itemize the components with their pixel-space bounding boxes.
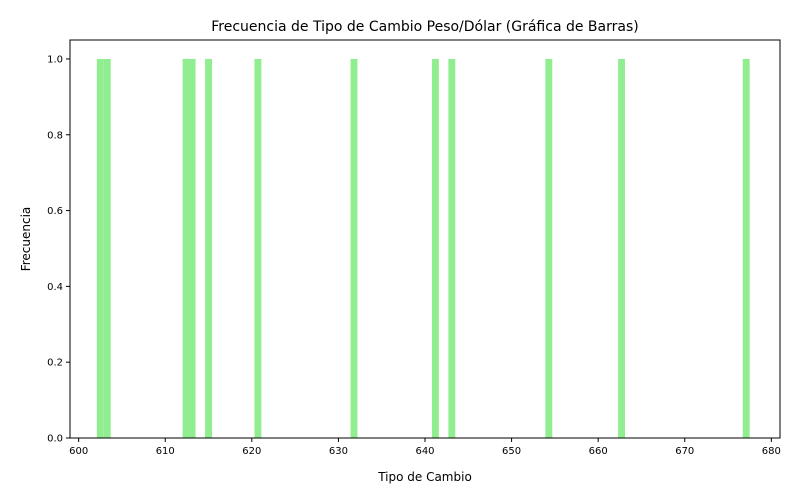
y-tick-label: 0.2: [47, 358, 63, 369]
x-tick-label: 650: [502, 446, 521, 457]
x-tick-label: 670: [675, 446, 694, 457]
y-tick-label: 1.0: [47, 54, 63, 65]
bar: [103, 58, 111, 438]
plot-frame: [69, 39, 781, 439]
x-axis-label: Tipo de Cambio: [377, 470, 472, 484]
bar: [448, 58, 456, 438]
x-tick-label: 660: [589, 446, 608, 457]
x-tick-label: 630: [329, 446, 348, 457]
x-tick-label: 600: [69, 446, 88, 457]
bar: [205, 58, 212, 438]
x-axis: 600 610 620 630 640 650 660 670 680: [69, 438, 781, 457]
y-tick-label: 0.6: [47, 206, 63, 217]
bars-group: [96, 58, 750, 438]
x-tick-label: 680: [762, 446, 781, 457]
chart-title: Frecuencia de Tipo de Cambio Peso/Dólar …: [211, 19, 638, 35]
bar: [188, 58, 196, 438]
bar: [182, 58, 190, 438]
y-tick-label: 0.4: [47, 282, 63, 293]
x-tick-label: 640: [415, 446, 434, 457]
x-tick-label: 610: [156, 446, 175, 457]
x-tick-label: 620: [242, 446, 261, 457]
y-axis: 0.0 0.2 0.4 0.6 0.8 1.0: [47, 54, 70, 445]
y-tick-label: 0.0: [47, 434, 63, 445]
bar: [618, 58, 626, 438]
bar: [742, 58, 750, 438]
bar: [431, 58, 439, 438]
bar: [96, 58, 104, 438]
bar: [254, 58, 262, 438]
bar: [545, 58, 553, 438]
bar: [350, 58, 358, 438]
y-axis-label: Frecuencia: [19, 207, 33, 272]
y-tick-label: 0.8: [47, 130, 63, 141]
